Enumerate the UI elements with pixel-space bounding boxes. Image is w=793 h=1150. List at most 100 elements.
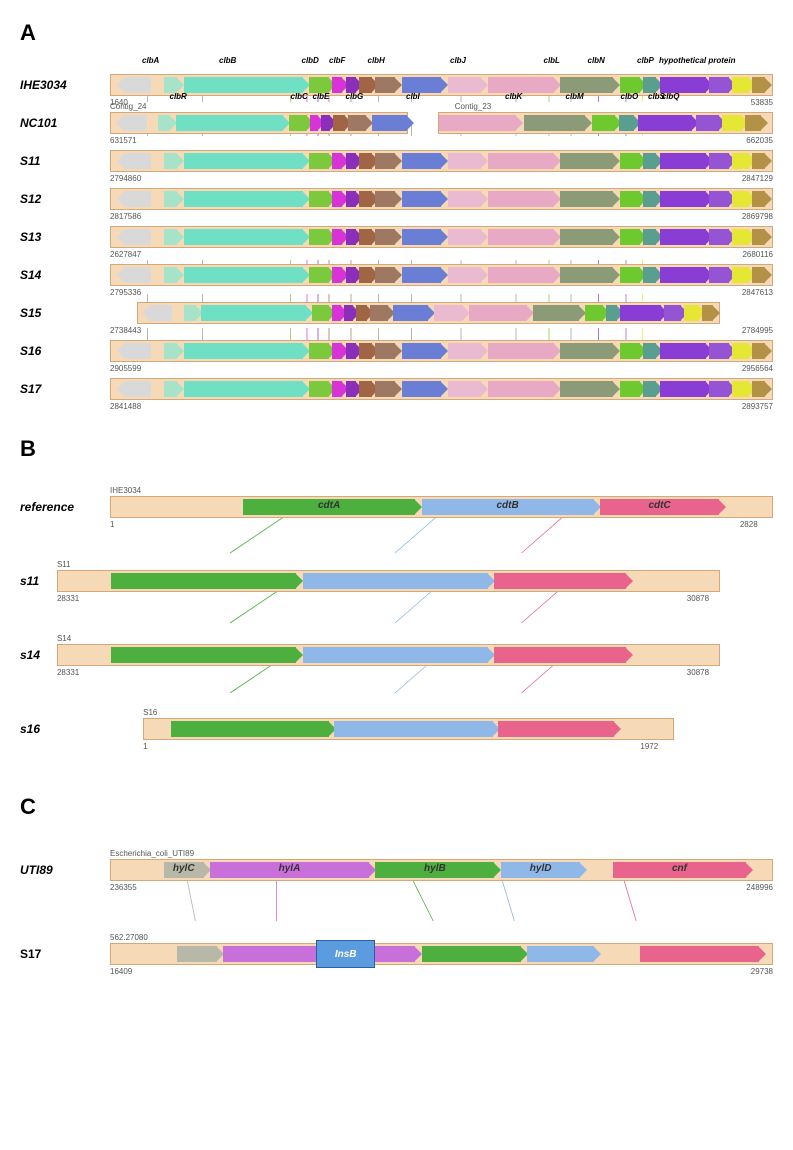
gene-clbL xyxy=(592,115,615,131)
gene-hylB xyxy=(422,946,521,962)
gene-clbK xyxy=(560,381,613,397)
gene-clbC xyxy=(309,381,329,397)
panel-a: A clbAclbBclbDclbFclbHclbJclbLclbNclbPhy… xyxy=(20,20,773,406)
gene-clbC xyxy=(309,343,329,359)
track xyxy=(57,570,720,592)
gene-clbA xyxy=(123,115,147,131)
gene-clbN xyxy=(660,229,706,245)
gene-clbH xyxy=(372,115,408,131)
gene-clbJ xyxy=(488,229,554,245)
gene-clbD xyxy=(332,343,342,359)
gene-clbR xyxy=(164,381,177,397)
gene-cdtA xyxy=(171,721,330,737)
row-label: S13 xyxy=(20,230,110,244)
gene-label-top: clbD xyxy=(302,56,319,65)
gene-cdtB xyxy=(303,647,488,663)
gene-clbP xyxy=(732,229,749,245)
gene-clbA xyxy=(124,229,150,245)
gene-clbK xyxy=(560,77,613,93)
gene-clbG xyxy=(348,115,366,131)
gene-clbK xyxy=(524,115,585,131)
gene-clbD xyxy=(332,153,342,169)
gene-cnf xyxy=(640,946,759,962)
gene-label-top: clbJ xyxy=(450,56,466,65)
gene-clbH xyxy=(402,267,442,283)
gene-clbN xyxy=(660,381,706,397)
gene-label-top: clbF xyxy=(329,56,345,65)
gene-clbO xyxy=(709,229,729,245)
row-label: IHE3034 xyxy=(20,78,110,92)
row-label: s16 xyxy=(20,722,110,736)
gene-hylC xyxy=(177,946,217,962)
gene-clbK xyxy=(560,229,613,245)
gene-clbM xyxy=(643,343,656,359)
gene-clbE xyxy=(346,77,356,93)
gene-clbC xyxy=(312,305,329,321)
gene-clbO xyxy=(709,153,729,169)
row-label: NC101 xyxy=(20,116,110,130)
gene-clbK xyxy=(560,153,613,169)
row-label: S17 xyxy=(20,947,110,961)
gene-clbN xyxy=(660,267,706,283)
gene-clbR xyxy=(164,267,177,283)
gene-clbO xyxy=(709,77,729,93)
gene-clbO xyxy=(696,115,719,131)
panel-b-label: B xyxy=(20,436,773,462)
gene-clbO xyxy=(709,343,729,359)
track xyxy=(110,264,773,286)
gene-hylC: hylC xyxy=(164,862,204,878)
gene-clbD xyxy=(332,191,342,207)
gene-clbM xyxy=(643,267,656,283)
gene-clbD xyxy=(332,229,342,245)
gene-cdtA xyxy=(111,647,296,663)
row-label: UTI89 xyxy=(20,863,110,877)
gene-clbJ xyxy=(488,267,554,283)
gene-clbN xyxy=(660,77,706,93)
gene-label-top: clbB xyxy=(219,56,236,65)
gene-cdtA: cdtA xyxy=(243,499,415,515)
gene-clbD xyxy=(310,115,319,131)
gene-clbP xyxy=(732,381,749,397)
gene-cdtC: cdtC xyxy=(600,499,719,515)
gene-clbK xyxy=(560,267,613,283)
gene-clbF xyxy=(359,153,372,169)
row-label: S11 xyxy=(20,154,110,168)
gene-clbK xyxy=(560,343,613,359)
gene-clbQ xyxy=(752,77,765,93)
track xyxy=(143,718,673,740)
gene-clbK xyxy=(560,191,613,207)
panel-a-label: A xyxy=(20,20,773,46)
gene-clbQ xyxy=(752,229,765,245)
gene-label-top: hypothetical protein xyxy=(659,56,735,65)
gene-clbB xyxy=(184,153,303,169)
gene-clbP xyxy=(732,343,749,359)
panel-c-label: C xyxy=(20,794,773,820)
gene-hylD xyxy=(527,946,593,962)
gene-clbP xyxy=(684,305,699,321)
gene-clbB xyxy=(201,305,306,321)
gene-cdtB: cdtB xyxy=(422,499,594,515)
gene-clbQ xyxy=(752,153,765,169)
row-label: S14 xyxy=(20,268,110,282)
gene-clbH xyxy=(402,77,442,93)
gene-clbF xyxy=(359,229,372,245)
gene-clbH xyxy=(393,305,428,321)
gene-clbP xyxy=(722,115,741,131)
gene-clbC xyxy=(309,191,329,207)
gene-clbF xyxy=(359,343,372,359)
gene-clbQ xyxy=(752,381,765,397)
gene-label-top: clbL xyxy=(544,56,560,65)
gene-clbB xyxy=(184,229,303,245)
gene-clbE xyxy=(321,115,330,131)
gene-clbM xyxy=(643,191,656,207)
gene-clbR xyxy=(164,153,177,169)
gene-clbL xyxy=(620,381,640,397)
gene-clbI xyxy=(448,153,481,169)
gene-clbO xyxy=(664,305,681,321)
gene-clbD xyxy=(332,381,342,397)
gene-clbF xyxy=(359,191,372,207)
gene-clbF xyxy=(333,115,345,131)
gene-clbC xyxy=(289,115,307,131)
gene-clbR xyxy=(164,77,177,93)
track xyxy=(110,226,773,248)
